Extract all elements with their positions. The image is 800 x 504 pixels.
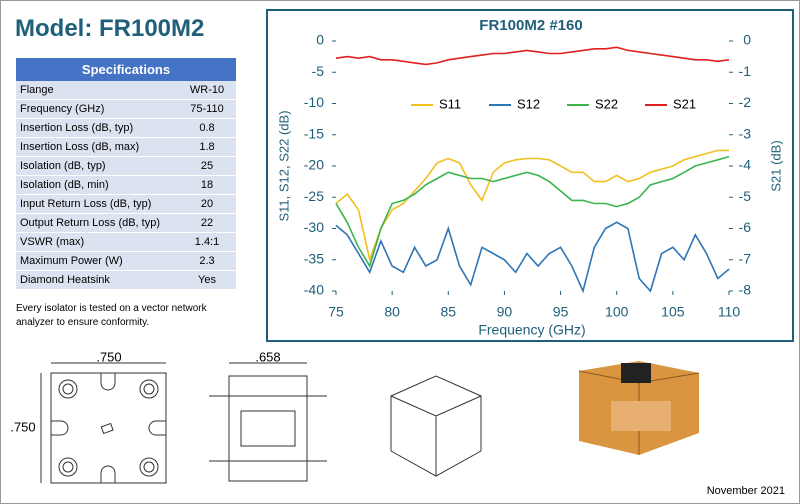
spec-label: Isolation (dB, min) [16, 175, 178, 195]
y-tick-label: -30 [304, 219, 324, 235]
dimension-label: .750 [96, 349, 121, 364]
spec-label: Frequency (GHz) [16, 99, 178, 119]
x-tick-label: 95 [553, 304, 569, 320]
y-tick-label: -5 [312, 63, 325, 79]
product-photo [578, 361, 700, 455]
y2-tick-label: -7 [739, 250, 752, 266]
specs-table: Specifications Flange WR-10 Frequency (GHz… [16, 58, 236, 290]
spec-row: Output Return Loss (dB, typ) 22 [16, 213, 236, 233]
x-tick-label: 80 [384, 304, 400, 320]
y2-axis-label: S21 (dB) [768, 140, 783, 191]
legend-label: S21 [673, 96, 696, 111]
spec-value: 20 [178, 194, 236, 214]
y-axis-label: S11, S12, S22 (dB) [276, 110, 291, 221]
y2-tick-label: -2 [739, 94, 752, 110]
spec-label: Output Return Loss (dB, typ) [16, 213, 178, 233]
y2-tick-label: -1 [739, 63, 752, 79]
y-tick-label: -10 [304, 94, 324, 110]
spec-label: VSWR (max) [16, 232, 178, 252]
spec-label: Isolation (dB, typ) [16, 156, 178, 176]
spec-value: 22 [178, 213, 236, 233]
y-tick-label: -20 [304, 157, 324, 173]
spec-value: 75-110 [178, 99, 236, 119]
note: Every isolator is tested on a vector net… [16, 303, 207, 328]
model-title: Model: FR100M2 [15, 15, 205, 42]
chart-frame [266, 9, 794, 342]
x-tick-label: 105 [661, 304, 685, 320]
dimension-label: .658 [255, 349, 280, 364]
y2-tick-label: -6 [739, 219, 752, 235]
legend-label: S12 [517, 96, 540, 111]
spec-row: Insertion Loss (dB, max) 1.8 [16, 137, 236, 157]
spec-row: Isolation (dB, typ) 25 [16, 156, 236, 176]
y-tick-label: -40 [304, 282, 324, 298]
y2-tick-label: -8 [739, 282, 752, 298]
x-tick-label: 90 [497, 304, 513, 320]
spec-row: Insertion Loss (dB, typ) 0.8 [16, 118, 236, 138]
y-tick-label: -25 [304, 188, 324, 204]
spec-value: Yes [178, 270, 236, 290]
y-tick-label: -15 [304, 125, 324, 141]
legend-label: S22 [595, 96, 618, 111]
x-tick-label: 110 [718, 304, 741, 320]
footer-date: November 2021 [706, 485, 785, 497]
spec-row: Maximum Power (W) 2.3 [16, 251, 236, 271]
series-line [335, 155, 730, 268]
x-tick-label: 100 [605, 304, 629, 320]
y2-tick-label: 0 [743, 32, 751, 48]
spec-value: WR-10 [178, 81, 236, 100]
y-tick-label: 0 [316, 32, 324, 48]
y2-tick-label: -3 [739, 125, 752, 141]
y-tick-label: -35 [304, 250, 324, 266]
series-line [335, 221, 730, 294]
drawing-side-view [209, 362, 327, 482]
spec-row: Frequency (GHz) 75-110 [16, 99, 236, 119]
spec-value: 25 [178, 156, 236, 176]
series-line [335, 149, 729, 263]
specs-header: Specifications [16, 58, 236, 81]
spec-row: VSWR (max) 1.4:1 [16, 232, 236, 252]
x-axis-label: Frequency (GHz) [478, 322, 585, 338]
spec-label: Maximum Power (W) [16, 251, 178, 271]
spec-row: Isolation (dB, min) 18 [16, 175, 236, 195]
spec-value: 1.8 [178, 137, 236, 157]
spec-row: Diamond Heatsink Yes [16, 270, 236, 290]
spec-label: Insertion Loss (dB, max) [16, 137, 178, 157]
dimension-label: .750 [10, 419, 35, 434]
x-tick-label: 85 [440, 304, 456, 320]
spec-value: 18 [178, 175, 236, 195]
spec-label: Insertion Loss (dB, typ) [16, 118, 178, 138]
series-line [335, 46, 730, 66]
spec-value: 2.3 [178, 251, 236, 271]
spec-row: Input Return Loss (dB, typ) 20 [16, 194, 236, 214]
y2-tick-label: -4 [739, 157, 752, 173]
spec-label: Flange [16, 81, 178, 100]
legend-label: S11 [439, 96, 461, 111]
spec-row: Flange WR-10 [16, 81, 236, 100]
spec-value: 1.4:1 [178, 232, 236, 252]
spec-label: Input Return Loss (dB, typ) [16, 194, 178, 214]
x-tick-label: 75 [328, 304, 344, 320]
spec-value: 0.8 [178, 118, 236, 138]
drawing-top-view [40, 362, 167, 484]
y2-tick-label: -5 [739, 188, 752, 204]
chart-title: FR100M2 #160 [479, 17, 582, 34]
spec-label: Diamond Heatsink [16, 270, 178, 290]
drawing-3d-view [390, 375, 482, 477]
